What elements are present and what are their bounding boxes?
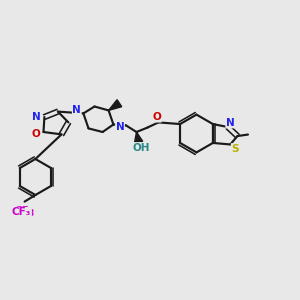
Polygon shape [134,132,143,143]
Text: CF: CF [14,206,29,216]
Text: O: O [32,129,41,139]
Text: N: N [72,105,81,116]
Text: N: N [226,118,235,128]
Text: O: O [32,129,41,139]
Text: OH: OH [133,142,150,153]
Text: N: N [32,112,41,122]
Text: N: N [72,105,81,116]
Text: N: N [116,122,124,132]
Text: N: N [226,118,235,128]
Text: OH: OH [133,142,150,153]
Text: S: S [231,144,239,154]
Polygon shape [109,100,122,110]
Text: O: O [152,112,161,122]
Text: CF₃: CF₃ [12,207,31,218]
Text: N: N [116,122,124,132]
Text: O: O [152,112,161,122]
Text: N: N [32,112,41,122]
Text: 3: 3 [29,208,34,217]
Text: S: S [231,144,239,154]
